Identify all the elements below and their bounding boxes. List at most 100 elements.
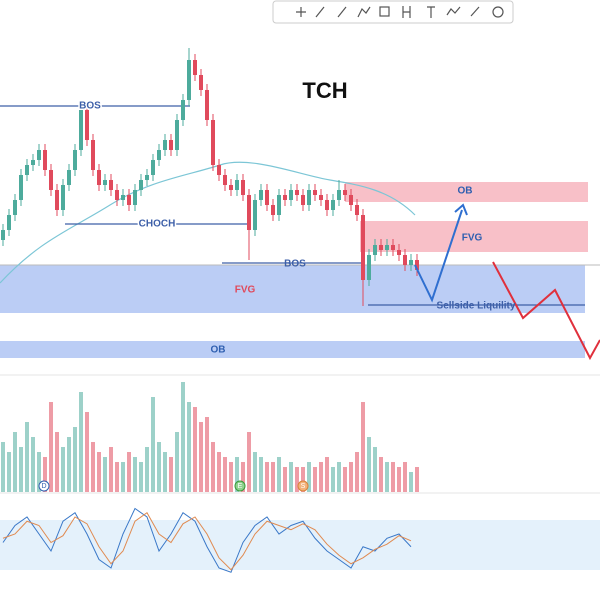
projection <box>414 209 463 303</box>
candle-body <box>277 195 281 215</box>
event-label: E <box>238 483 243 490</box>
volume-bar <box>133 457 137 492</box>
toolbar <box>272 0 514 24</box>
candle-body <box>103 180 107 185</box>
candle-body <box>199 75 203 90</box>
volume-bar <box>289 462 293 492</box>
event-label: S <box>301 483 306 490</box>
candle-body <box>379 245 383 250</box>
volume-bar <box>7 452 11 492</box>
ob-zone <box>345 182 588 202</box>
volume-bar <box>85 412 89 492</box>
annotation: FVG <box>235 285 256 296</box>
candle-body <box>355 205 359 215</box>
candle-body <box>265 190 269 205</box>
candle-body <box>1 230 5 240</box>
volume-bar <box>43 457 47 492</box>
volume-bar <box>391 462 395 492</box>
volume-bar <box>49 402 53 492</box>
candle-body <box>91 140 95 170</box>
candle-body <box>385 245 389 250</box>
volume-bar <box>301 467 305 492</box>
annotation: BOS <box>284 259 306 270</box>
annotation: OB <box>211 345 226 356</box>
annotation: Sellside Liquility <box>437 301 516 312</box>
candle-body <box>253 200 257 230</box>
volume-bar <box>367 437 371 492</box>
candle-body <box>31 160 35 165</box>
volume-bar <box>331 467 335 492</box>
volume-bar <box>355 452 359 492</box>
candle-body <box>349 195 353 205</box>
volume-bar <box>313 467 317 492</box>
candle-body <box>391 245 395 250</box>
candle-body <box>139 180 143 190</box>
volume-bar <box>217 452 221 492</box>
volume-bar <box>115 462 119 492</box>
candle-body <box>181 100 185 120</box>
candle-body <box>151 160 155 175</box>
candle-body <box>55 190 59 210</box>
volume-bar <box>397 467 401 492</box>
volume-bar <box>1 442 5 492</box>
candle-body <box>409 260 413 265</box>
candle-body <box>43 150 47 170</box>
candle-body <box>115 190 119 200</box>
candle-body <box>211 120 215 165</box>
candle-body <box>337 190 341 200</box>
volume-bar <box>199 422 203 492</box>
candle-body <box>367 255 371 280</box>
volume-bar <box>373 447 377 492</box>
oscillator-line <box>2 512 412 571</box>
volume-bar <box>415 467 419 492</box>
volume-bar <box>361 402 365 492</box>
candle-body <box>61 185 65 210</box>
volume-bar <box>79 392 83 492</box>
candle-body <box>175 120 179 150</box>
candle-body <box>235 180 239 190</box>
volume-bar <box>19 447 23 492</box>
candle-body <box>283 195 287 200</box>
candle-body <box>301 195 305 205</box>
candle-body <box>19 175 23 200</box>
candle-body <box>193 60 197 75</box>
volume-bar <box>61 447 65 492</box>
volume-bar <box>307 462 311 492</box>
candle-body <box>229 185 233 190</box>
arrow-head <box>454 203 468 216</box>
volume-bar <box>409 472 413 492</box>
volume-bar <box>271 462 275 492</box>
volume-bar <box>235 457 239 492</box>
volume-bar <box>205 417 209 492</box>
candle-body <box>67 170 71 185</box>
volume-bar <box>283 467 287 492</box>
volume-bar <box>13 432 17 492</box>
annotation: BOS <box>79 101 101 112</box>
volume-bar <box>103 457 107 492</box>
candle-body <box>397 250 401 255</box>
candle-body <box>241 180 245 195</box>
candle-body <box>319 195 323 200</box>
volume-bar <box>325 457 329 492</box>
candle-body <box>307 190 311 205</box>
volume-bar <box>73 427 77 492</box>
candle-body <box>109 180 113 190</box>
candle-body <box>259 190 263 200</box>
candle-body <box>373 245 377 255</box>
candle-body <box>247 195 251 230</box>
oscillator-band <box>0 520 600 570</box>
volume-bar <box>121 462 125 492</box>
candle-body <box>361 215 365 280</box>
volume-bar <box>247 432 251 492</box>
candle-body <box>343 190 347 195</box>
oscillator-line <box>2 507 412 573</box>
candle-body <box>271 205 275 215</box>
candle-body <box>169 140 173 150</box>
volume-bar <box>25 422 29 492</box>
candle-body <box>163 140 167 150</box>
volume-bar <box>157 442 161 492</box>
volume-bar <box>55 432 59 492</box>
structure-lines <box>0 105 585 306</box>
candle-body <box>217 165 221 175</box>
candle-body <box>73 150 77 170</box>
